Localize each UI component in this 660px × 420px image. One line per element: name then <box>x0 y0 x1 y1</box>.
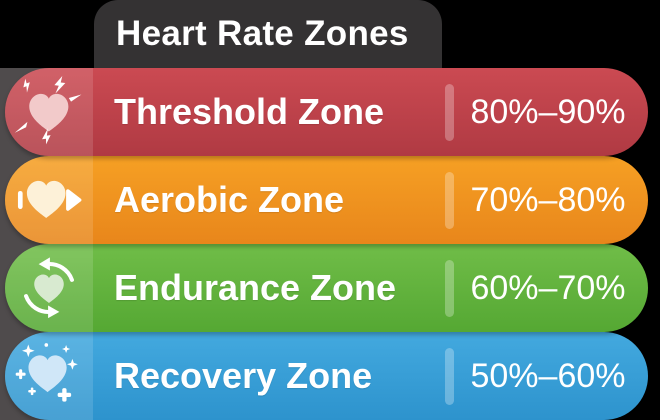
zone-icon-section <box>5 156 93 244</box>
zone-name: Threshold Zone <box>114 91 384 132</box>
speeding-heart-icon <box>17 180 82 219</box>
zone-divider <box>445 171 454 229</box>
zone-row-recovery: Recovery Zone 50%–60% <box>0 332 660 420</box>
zone-icon-section <box>5 332 93 420</box>
zone-row-endurance: Endurance Zone 60%–70% <box>0 244 660 332</box>
zone-divider <box>445 83 454 141</box>
zone-row-threshold: Threshold Zone 80%–90% <box>0 68 660 156</box>
zone-pill: Endurance Zone 60%–70% <box>5 244 648 332</box>
zone-name: Recovery Zone <box>114 355 373 396</box>
zone-divider <box>445 259 454 317</box>
zone-range: 60%–70% <box>470 268 626 307</box>
zone-divider <box>445 347 454 405</box>
zone-icon-section <box>5 244 93 332</box>
zone-pill: Aerobic Zone 70%–80% <box>5 156 648 244</box>
zone-name: Endurance Zone <box>114 267 397 308</box>
zone-pill: Threshold Zone 80%–90% <box>5 68 648 156</box>
zone-range: 80%–90% <box>470 92 626 131</box>
zone-name: Aerobic Zone <box>114 179 345 220</box>
zone-range: 70%–80% <box>470 180 626 219</box>
zone-row-aerobic: Aerobic Zone 70%–80% <box>0 156 660 244</box>
zone-list: Threshold Zone 80%–90% Aerobic Zone 70%–… <box>0 68 660 420</box>
zone-range: 50%–60% <box>470 356 626 395</box>
page-title: Heart Rate Zones <box>116 14 409 53</box>
zone-icon-section <box>5 68 93 156</box>
header-tab: Heart Rate Zones <box>94 0 442 78</box>
cycle-heart-icon <box>24 257 74 319</box>
sparkling-heart-icon <box>15 343 78 402</box>
pounding-heart-icon <box>14 76 82 145</box>
zone-pill: Recovery Zone 50%–60% <box>5 332 648 420</box>
